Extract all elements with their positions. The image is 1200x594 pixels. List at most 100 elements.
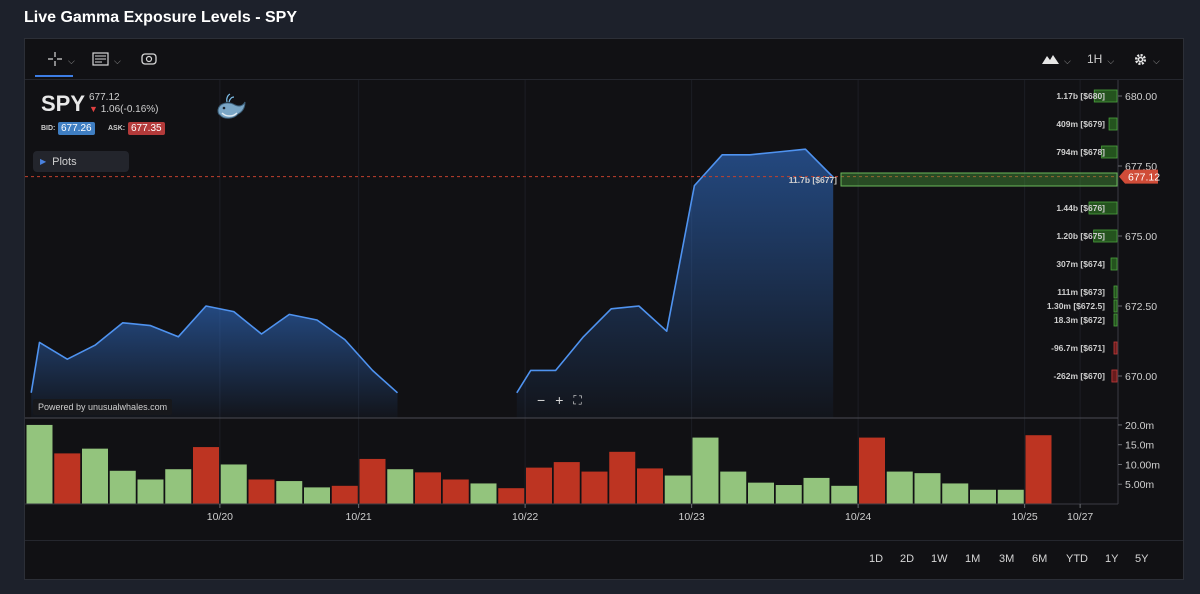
arrow-down-icon: ▼ bbox=[89, 104, 98, 114]
plots-toggle-button[interactable]: ▶ Plots bbox=[33, 151, 129, 172]
gamma-level-674-bar bbox=[1110, 257, 1118, 271]
x-tick-label-5: 10/25 bbox=[1011, 511, 1037, 523]
volume-bar-34 bbox=[970, 489, 996, 504]
plots-label: Plots bbox=[52, 155, 77, 168]
volume-bar-18 bbox=[526, 467, 552, 504]
volume-bar-7 bbox=[220, 464, 247, 504]
active-tool-indicator bbox=[35, 75, 73, 77]
range-bar: 1D 2D 1W 1M 3M 6M YTD 1Y 5Y bbox=[25, 540, 1183, 580]
gamma-level-675-bar bbox=[1093, 229, 1118, 243]
gamma-level-674-label: 307m [$674] bbox=[1056, 259, 1105, 269]
volume-bar-26 bbox=[748, 482, 774, 504]
play-triangle-icon: ▶ bbox=[40, 157, 47, 166]
gamma-level-670-bar bbox=[1111, 369, 1118, 383]
chevron-down-icon: ⌵ bbox=[1153, 55, 1160, 66]
current-price-marker-label: 677.12 bbox=[1128, 172, 1160, 184]
price-change-value: 1.06(-0.16%) bbox=[100, 104, 159, 115]
volume-bar-23 bbox=[664, 475, 691, 504]
range-button-5y[interactable]: 5Y bbox=[1135, 553, 1149, 565]
range-button-1y[interactable]: 1Y bbox=[1105, 553, 1119, 565]
range-button-ytd[interactable]: YTD bbox=[1066, 553, 1088, 565]
volume-tick-label-2: 10.00m bbox=[1125, 459, 1160, 471]
volume-bar-35 bbox=[997, 489, 1024, 504]
indicators-tool[interactable]: ⌵ bbox=[92, 49, 121, 69]
volume-tick-label-1: 15.0m bbox=[1125, 440, 1154, 452]
chart-type-selector[interactable]: ⌵ bbox=[1042, 49, 1071, 69]
fullscreen-button[interactable]: ⛶ bbox=[573, 393, 582, 407]
volume-bar-33 bbox=[942, 483, 969, 504]
gamma-level-673-bar bbox=[1113, 285, 1118, 299]
settings-menu[interactable]: ⌵ bbox=[1133, 49, 1160, 69]
volume-bar-32 bbox=[914, 473, 941, 504]
volume-bar-19 bbox=[553, 462, 580, 504]
price-change: ▼ 1.06(-0.16%) bbox=[89, 104, 159, 115]
volume-bar-22 bbox=[637, 468, 663, 504]
volume-bar-25 bbox=[720, 471, 747, 504]
gamma-level-671-bar bbox=[1113, 341, 1118, 355]
price-line-1 bbox=[516, 148, 834, 394]
zoom-in-button[interactable]: + bbox=[555, 392, 564, 408]
gamma-level-676-label: 1.44b [$676] bbox=[1056, 203, 1105, 213]
volume-bar-5 bbox=[165, 469, 192, 504]
gamma-level-676-bar bbox=[1088, 201, 1118, 215]
volume-bar-27 bbox=[775, 485, 802, 504]
gamma-level-679-bar bbox=[1108, 117, 1118, 131]
price-tick-label-2: 675.00 bbox=[1125, 231, 1157, 243]
volume-bar-21 bbox=[609, 451, 636, 504]
chart-toolbar: ⌵ ⌵ ⌵ 1H ⌵ ⌵ bbox=[25, 39, 1183, 80]
gamma-level-680-label: 1.17b [$680] bbox=[1056, 91, 1105, 101]
ticker-symbol: SPY bbox=[41, 91, 86, 116]
volume-bar-11 bbox=[331, 485, 358, 504]
page-title: Live Gamma Exposure Levels - SPY bbox=[24, 9, 298, 26]
crosshair-tool[interactable]: ⌵ bbox=[47, 49, 75, 69]
gamma-level-672-label: 18.3m [$672] bbox=[1054, 315, 1105, 325]
volume-bar-1 bbox=[54, 453, 81, 504]
volume-bar-3 bbox=[109, 470, 136, 504]
bid-label: BID: bbox=[41, 125, 56, 132]
x-tick-label-3: 10/23 bbox=[678, 511, 704, 523]
gamma-level-678-label: 794m [$678] bbox=[1056, 147, 1105, 157]
crosshair-icon bbox=[48, 52, 62, 66]
mountain-icon bbox=[1042, 55, 1059, 64]
price-tick-label-4: 670.00 bbox=[1125, 371, 1157, 383]
bid-value: 677.26 bbox=[58, 122, 95, 135]
gear-icon bbox=[1134, 53, 1147, 65]
interval-selector[interactable]: 1H ⌵ bbox=[1087, 49, 1114, 69]
x-tick-label-2: 10/22 bbox=[512, 511, 538, 523]
x-tick-label-6: 10/27 bbox=[1067, 511, 1093, 523]
range-button-1m[interactable]: 1M bbox=[965, 553, 981, 565]
range-button-6m[interactable]: 6M bbox=[1032, 553, 1048, 565]
ask-value: 677.35 bbox=[128, 122, 165, 135]
range-button-1d[interactable]: 1D bbox=[869, 553, 884, 565]
snapshot-tool[interactable] bbox=[141, 49, 157, 69]
gamma-level-679-label: 409m [$679] bbox=[1056, 119, 1105, 129]
gamma-level-672-5-label: 1.30m [$672.5] bbox=[1047, 301, 1105, 311]
chart-area[interactable]: 384m [$681]1.17b [$680]409m [$679]794m [… bbox=[25, 61, 1183, 540]
current-price-marker bbox=[1119, 169, 1158, 184]
volume-bar-8 bbox=[248, 479, 275, 504]
volume-tick-label-0: 20.0m bbox=[1125, 420, 1154, 432]
x-tick-label-4: 10/24 bbox=[845, 511, 871, 523]
price-line-0 bbox=[30, 305, 399, 394]
gamma-level-672-bar bbox=[1113, 313, 1118, 327]
range-button-1w[interactable]: 1W bbox=[931, 553, 948, 565]
price-tick-label-0: 680.00 bbox=[1125, 91, 1157, 103]
gamma-level-672-5-bar bbox=[1113, 299, 1118, 313]
volume-bar-16 bbox=[470, 483, 497, 504]
range-button-2d[interactable]: 2D bbox=[900, 553, 915, 565]
volume-bar-30 bbox=[859, 437, 885, 504]
x-tick-label-1: 10/21 bbox=[345, 511, 371, 523]
whale-logo-icon bbox=[217, 93, 246, 119]
volume-bar-20 bbox=[581, 471, 608, 504]
volume-bar-14 bbox=[415, 472, 441, 504]
price-tick-label-3: 672.50 bbox=[1125, 301, 1157, 313]
indicators-icon bbox=[92, 52, 109, 66]
ask-label: ASK: bbox=[108, 125, 126, 132]
zoom-out-button[interactable]: − bbox=[537, 392, 546, 408]
volume-bar-28 bbox=[803, 477, 830, 504]
gamma-level-670-label: -262m [$670] bbox=[1053, 371, 1105, 381]
volume-bar-2 bbox=[82, 448, 108, 504]
range-button-3m[interactable]: 3M bbox=[999, 553, 1015, 565]
volume-bar-6 bbox=[193, 447, 219, 504]
gamma-level-675-label: 1.20b [$675] bbox=[1056, 231, 1105, 241]
